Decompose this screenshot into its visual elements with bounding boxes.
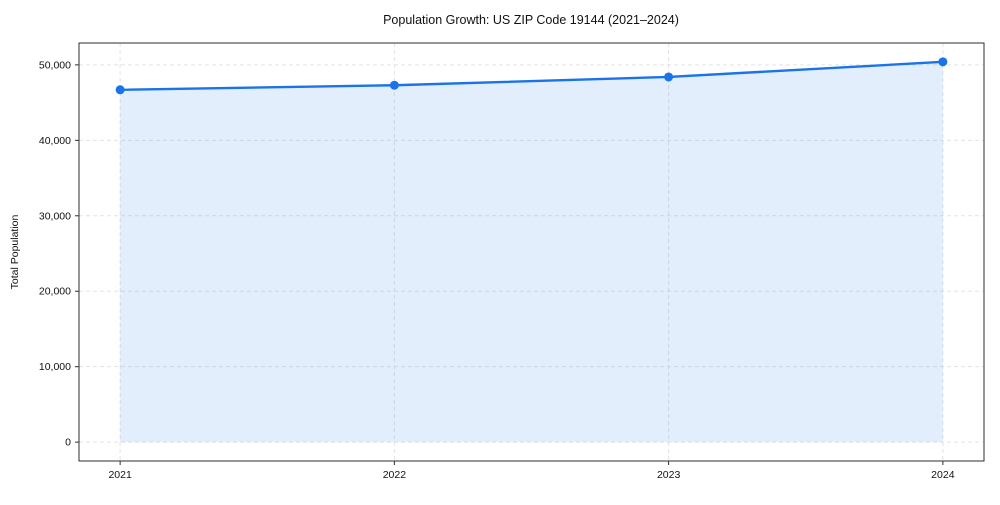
area-fill xyxy=(120,61,943,443)
data-point-2023 xyxy=(664,72,674,82)
data-points-group xyxy=(115,57,948,95)
tick-marks-group xyxy=(75,64,944,465)
x-tick-label: 2022 xyxy=(383,469,407,481)
data-point-2021 xyxy=(115,85,125,95)
x-tick-label: 2024 xyxy=(931,469,955,481)
x-tick-label: 2021 xyxy=(108,469,132,481)
area-fill-group xyxy=(120,61,943,443)
y-axis-label: Total Population xyxy=(9,214,21,289)
y-tick-label: 20,000 xyxy=(39,286,71,298)
y-tick-label: 40,000 xyxy=(39,135,71,147)
tick-labels-group: 0 10,000 20,000 30,000 40,000 50,000 2021 2022 2… xyxy=(39,59,955,481)
x-tick-label: 2023 xyxy=(657,469,681,481)
plot-frame xyxy=(78,42,985,462)
chart-title: Population Growth: US ZIP Code 19144 (20… xyxy=(383,13,679,27)
gridlines xyxy=(79,43,984,461)
trend-line-group xyxy=(118,60,945,91)
y-tick-label: 0 xyxy=(65,437,71,449)
plot-frame-group xyxy=(78,42,985,462)
data-point-2024 xyxy=(938,57,948,67)
y-tick-label: 30,000 xyxy=(39,210,71,222)
y-tick-label: 50,000 xyxy=(39,59,71,71)
trend-line xyxy=(118,60,945,91)
y-tick-label: 10,000 xyxy=(39,361,71,373)
data-point-2022 xyxy=(389,80,399,90)
